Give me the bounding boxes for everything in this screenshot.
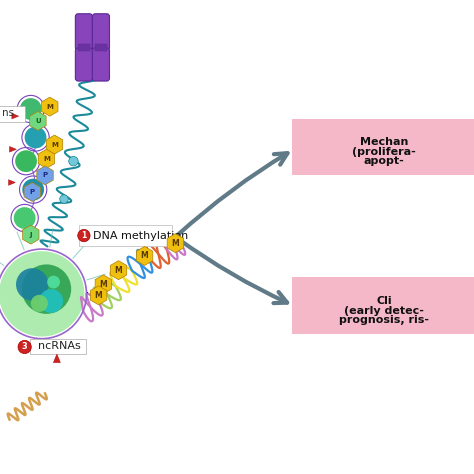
FancyBboxPatch shape (292, 277, 474, 334)
FancyBboxPatch shape (75, 14, 92, 50)
Text: ncRNAs: ncRNAs (38, 341, 81, 352)
Circle shape (14, 207, 36, 229)
Text: U: U (35, 118, 41, 124)
Text: M: M (115, 266, 122, 274)
Circle shape (60, 195, 68, 203)
Text: DNA methylation: DNA methylation (93, 230, 188, 241)
Text: 3: 3 (22, 343, 27, 351)
Circle shape (47, 275, 60, 288)
Text: apopt-: apopt- (364, 156, 404, 166)
Text: M: M (43, 156, 50, 162)
Circle shape (39, 289, 63, 313)
FancyBboxPatch shape (92, 14, 109, 50)
Polygon shape (9, 146, 16, 152)
FancyBboxPatch shape (79, 225, 172, 246)
Circle shape (25, 127, 46, 148)
Text: prognosis, ris-: prognosis, ris- (339, 315, 429, 325)
Circle shape (18, 340, 31, 354)
FancyBboxPatch shape (292, 118, 474, 175)
FancyBboxPatch shape (92, 48, 109, 81)
Text: (prolifera-: (prolifera- (352, 147, 416, 157)
Polygon shape (12, 113, 18, 119)
FancyBboxPatch shape (30, 339, 86, 354)
Circle shape (20, 98, 42, 120)
Text: M: M (51, 142, 58, 147)
Circle shape (31, 295, 48, 312)
Text: P: P (43, 173, 47, 178)
Text: P: P (30, 189, 35, 195)
Text: ns: ns (2, 108, 15, 118)
Polygon shape (53, 354, 61, 363)
Text: M: M (172, 239, 179, 247)
Text: J: J (29, 232, 32, 237)
Polygon shape (9, 180, 15, 185)
Circle shape (15, 150, 37, 172)
Text: Cli: Cli (376, 296, 392, 306)
FancyBboxPatch shape (78, 44, 90, 51)
Text: Mechan: Mechan (360, 137, 408, 147)
Text: M: M (141, 252, 148, 260)
Circle shape (78, 229, 90, 242)
FancyBboxPatch shape (95, 44, 107, 51)
FancyBboxPatch shape (0, 106, 25, 122)
Text: M: M (95, 291, 102, 300)
FancyBboxPatch shape (75, 48, 92, 81)
Circle shape (16, 268, 48, 301)
Circle shape (69, 156, 78, 166)
Text: (early detec-: (early detec- (344, 306, 424, 316)
Text: 1: 1 (81, 231, 87, 240)
Text: M: M (46, 104, 53, 109)
Circle shape (0, 251, 84, 337)
Text: M: M (100, 280, 107, 289)
Circle shape (22, 179, 44, 201)
Circle shape (22, 264, 71, 314)
